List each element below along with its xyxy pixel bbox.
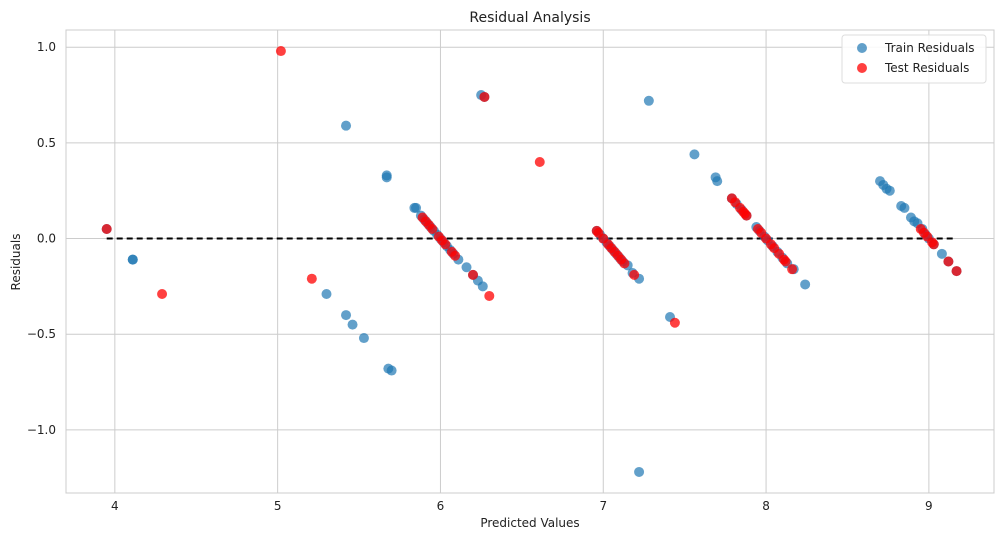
- test-residual-point: [468, 269, 479, 280]
- train-residual-point: [800, 279, 811, 290]
- test-residual-point: [427, 223, 438, 234]
- x-tick-label: 7: [599, 499, 607, 513]
- x-tick-labels: 4 5 6 7 8 9: [111, 499, 933, 513]
- y-tick-label: −0.5: [27, 327, 56, 341]
- test-residual-point: [484, 290, 495, 301]
- test-residual-point: [306, 273, 317, 284]
- x-tick-label: 6: [437, 499, 445, 513]
- test-residual-point: [450, 250, 461, 261]
- plot-background: [66, 30, 994, 493]
- train-residual-point: [899, 202, 910, 213]
- legend-label-train: Train Residuals: [884, 41, 975, 55]
- test-residual-point: [534, 157, 545, 168]
- train-residual-point: [477, 281, 488, 292]
- y-tick-label: 0.5: [37, 136, 56, 150]
- train-residual-point: [411, 202, 422, 213]
- train-residual-point: [461, 262, 472, 273]
- train-residual-point: [341, 310, 352, 321]
- train-residual-point: [386, 365, 397, 376]
- y-tick-labels: −1.0 −0.5 0.0 0.5 1.0: [27, 40, 56, 437]
- y-tick-label: −1.0: [27, 423, 56, 437]
- test-residual-point: [629, 269, 640, 280]
- test-residual-point: [780, 256, 791, 267]
- chart-title: Residual Analysis: [469, 10, 590, 26]
- x-tick-label: 8: [762, 499, 770, 513]
- test-residual-point: [101, 223, 112, 234]
- legend-marker-train: [857, 43, 867, 53]
- y-tick-label: 1.0: [37, 40, 56, 54]
- train-residual-point: [381, 172, 392, 183]
- y-tick-label: 0.0: [37, 232, 56, 246]
- test-residual-point: [619, 258, 630, 269]
- train-residual-point: [347, 319, 358, 330]
- train-residual-point: [689, 149, 700, 160]
- x-tick-label: 4: [111, 499, 119, 513]
- train-residual-point: [936, 248, 947, 259]
- legend-label-test: Test Residuals: [884, 61, 969, 75]
- test-residual-point: [669, 317, 680, 328]
- train-residual-point: [321, 289, 332, 300]
- test-residual-point: [943, 256, 954, 267]
- test-residual-point: [440, 239, 451, 250]
- train-residual-point: [634, 466, 645, 477]
- x-tick-label: 9: [925, 499, 933, 513]
- plot-frame: [65, 29, 995, 494]
- test-residual-point: [787, 264, 798, 275]
- x-tick-label: 5: [274, 499, 282, 513]
- legend-box: [841, 34, 987, 84]
- y-axis-label: Residuals: [9, 234, 23, 291]
- legend-marker-test: [857, 63, 867, 73]
- test-residual-point: [928, 239, 939, 250]
- test-residual-point: [479, 91, 490, 102]
- train-residual-point: [358, 333, 369, 344]
- test-residual-point: [275, 46, 286, 57]
- x-axis-label: Predicted Values: [480, 516, 579, 530]
- test-residual-point: [157, 289, 168, 300]
- train-residual-point: [341, 120, 352, 131]
- train-residual-point: [127, 254, 138, 265]
- data-points: [101, 46, 962, 477]
- train-residual-point: [643, 95, 654, 106]
- train-residual-point: [884, 185, 895, 196]
- legend: Train Residuals Test Residuals: [841, 34, 987, 84]
- test-residual-point: [741, 210, 752, 221]
- test-residual-point: [951, 266, 962, 277]
- train-residual-point: [712, 176, 723, 187]
